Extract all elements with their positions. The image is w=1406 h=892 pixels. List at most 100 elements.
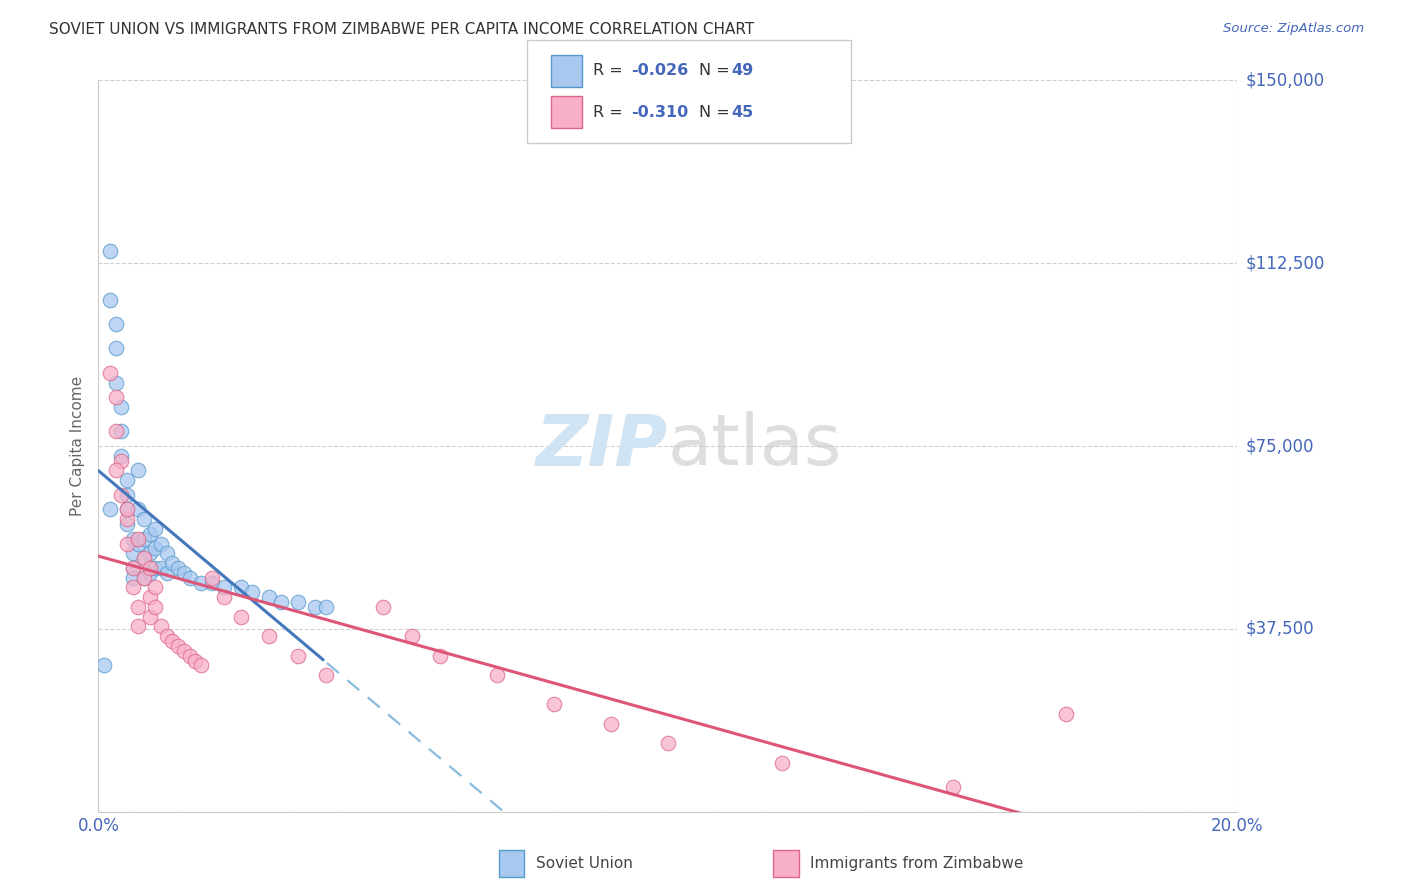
Point <box>138 546 160 560</box>
Point <box>167 561 190 575</box>
Text: N =: N = <box>699 63 735 78</box>
Point <box>104 463 127 477</box>
Point <box>110 488 132 502</box>
Point <box>115 502 138 516</box>
Point <box>138 566 160 580</box>
Point <box>184 654 207 668</box>
Point <box>138 561 160 575</box>
Point <box>156 629 179 643</box>
Point <box>127 619 149 633</box>
Point <box>373 599 395 614</box>
Point <box>162 556 184 570</box>
Point <box>150 536 173 550</box>
Point <box>138 609 160 624</box>
Text: N =: N = <box>699 104 735 120</box>
Point <box>315 668 337 682</box>
Point <box>145 522 167 536</box>
Text: Immigrants from Zimbabwe: Immigrants from Zimbabwe <box>810 856 1024 871</box>
Point <box>121 571 143 585</box>
Point <box>486 668 509 682</box>
Point <box>942 780 965 795</box>
Point <box>127 599 149 614</box>
Point <box>179 571 201 585</box>
Point <box>259 590 281 604</box>
Text: -0.026: -0.026 <box>631 63 689 78</box>
Point <box>287 595 309 609</box>
Point <box>98 502 121 516</box>
Point <box>115 512 138 526</box>
Point <box>173 566 195 580</box>
Text: $112,500: $112,500 <box>1246 254 1324 272</box>
Point <box>179 648 201 663</box>
Point <box>121 532 143 546</box>
Point <box>190 658 212 673</box>
Point <box>201 575 224 590</box>
Point <box>315 599 337 614</box>
Point <box>121 561 143 575</box>
Point <box>93 658 115 673</box>
Point <box>543 698 565 712</box>
Text: atlas: atlas <box>668 411 842 481</box>
Text: 45: 45 <box>731 104 754 120</box>
Point <box>132 551 155 566</box>
Point <box>1056 707 1078 722</box>
Point <box>240 585 263 599</box>
Point <box>156 566 179 580</box>
Point <box>229 581 252 595</box>
Point <box>98 293 121 307</box>
Point <box>110 400 132 414</box>
Point <box>212 590 235 604</box>
Point <box>127 463 149 477</box>
Point <box>104 376 127 390</box>
Point <box>259 629 281 643</box>
Point <box>104 342 127 356</box>
Point <box>115 536 138 550</box>
Point <box>600 717 623 731</box>
Point <box>150 561 173 575</box>
Point <box>104 425 127 439</box>
Point <box>138 526 160 541</box>
Point <box>401 629 423 643</box>
Point <box>145 599 167 614</box>
Point <box>173 644 195 658</box>
Text: R =: R = <box>593 63 628 78</box>
Point <box>110 425 132 439</box>
Point <box>657 736 679 750</box>
Point <box>287 648 309 663</box>
Point <box>229 609 252 624</box>
Point <box>115 516 138 531</box>
Point <box>127 532 149 546</box>
Point <box>115 473 138 487</box>
Text: Source: ZipAtlas.com: Source: ZipAtlas.com <box>1223 22 1364 36</box>
Y-axis label: Per Capita Income: Per Capita Income <box>70 376 86 516</box>
Point <box>110 449 132 463</box>
Point <box>115 488 138 502</box>
Text: Soviet Union: Soviet Union <box>536 856 633 871</box>
Point <box>132 512 155 526</box>
Point <box>270 595 292 609</box>
Point <box>145 541 167 556</box>
Text: $150,000: $150,000 <box>1246 71 1324 89</box>
Point <box>145 581 167 595</box>
Point <box>145 561 167 575</box>
Point <box>429 648 451 663</box>
Point <box>150 619 173 633</box>
Point <box>167 639 190 653</box>
Text: SOVIET UNION VS IMMIGRANTS FROM ZIMBABWE PER CAPITA INCOME CORRELATION CHART: SOVIET UNION VS IMMIGRANTS FROM ZIMBABWE… <box>49 22 755 37</box>
Point <box>115 502 138 516</box>
Point <box>212 581 235 595</box>
Point <box>132 551 155 566</box>
Text: $75,000: $75,000 <box>1246 437 1315 455</box>
Point <box>104 390 127 404</box>
Point <box>121 581 143 595</box>
Point <box>98 366 121 380</box>
Text: ZIP: ZIP <box>536 411 668 481</box>
Point <box>127 536 149 550</box>
Text: R =: R = <box>593 104 628 120</box>
Point <box>121 546 143 560</box>
Point <box>770 756 793 770</box>
Point <box>156 546 179 560</box>
Point <box>162 634 184 648</box>
Point <box>132 532 155 546</box>
Point <box>132 571 155 585</box>
